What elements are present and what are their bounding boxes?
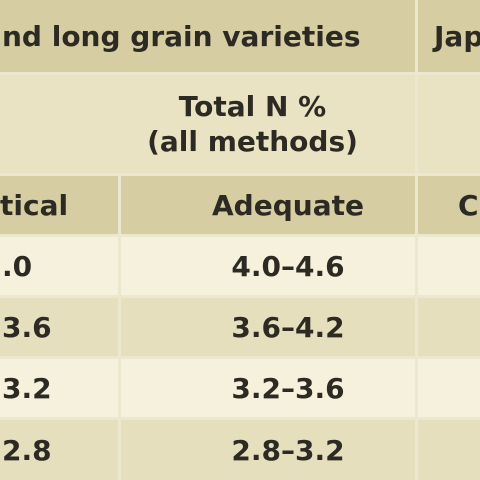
group-header-long-grain-label: nd long grain varieties: [2, 19, 361, 53]
table-row-3-adequate: 3.2–3.6: [121, 359, 415, 417]
table-row-1-adequate: 4.0–4.6: [121, 237, 415, 295]
adequate-value: 3.6–4.2: [231, 310, 345, 344]
adequate-value: 2.8–3.2: [231, 433, 345, 467]
subheader-total-n: Total N % (all methods): [0, 75, 415, 173]
critical-value: .0: [2, 249, 33, 283]
col-header-adequate-label: Adequate: [212, 188, 364, 222]
table-row-3-critical: 3.2: [0, 359, 118, 417]
table-row-4-adequate: 2.8–3.2: [121, 420, 415, 480]
col-header-adequate: Adequate: [121, 176, 415, 234]
table-row-2-japonica: [418, 298, 480, 356]
critical-value: 3.2: [2, 371, 52, 405]
table-row-1-critical: .0: [0, 237, 118, 295]
table-row-4-critical: 2.8: [0, 420, 118, 480]
critical-value: 3.6: [2, 310, 52, 344]
col-header-critical-label: tical: [0, 188, 69, 222]
table-row-2-critical: 3.6: [0, 298, 118, 356]
table-row-1-japonica: [418, 237, 480, 295]
col-header-japonica-critical-label: C: [458, 188, 479, 222]
adequate-value: 4.0–4.6: [231, 249, 345, 283]
group-header-japonica: Jap: [418, 0, 480, 72]
col-header-japonica-critical: C: [418, 176, 480, 234]
table-row-4-japonica: [418, 420, 480, 480]
group-header-long-grain: nd long grain varieties: [0, 0, 415, 72]
subheader-total-n-text: Total N % (all methods): [147, 89, 358, 159]
subheader-japonica-blank: [418, 75, 480, 173]
subheader-line-1: Total N %: [178, 90, 327, 123]
group-header-japonica-label: Jap: [434, 19, 480, 53]
table-row-2-adequate: 3.6–4.2: [121, 298, 415, 356]
subheader-line-2: (all methods): [147, 125, 358, 158]
critical-value: 2.8: [2, 433, 52, 467]
table-row-3-japonica: [418, 359, 480, 417]
col-header-critical: tical: [0, 176, 118, 234]
adequate-value: 3.2–3.6: [231, 371, 345, 405]
